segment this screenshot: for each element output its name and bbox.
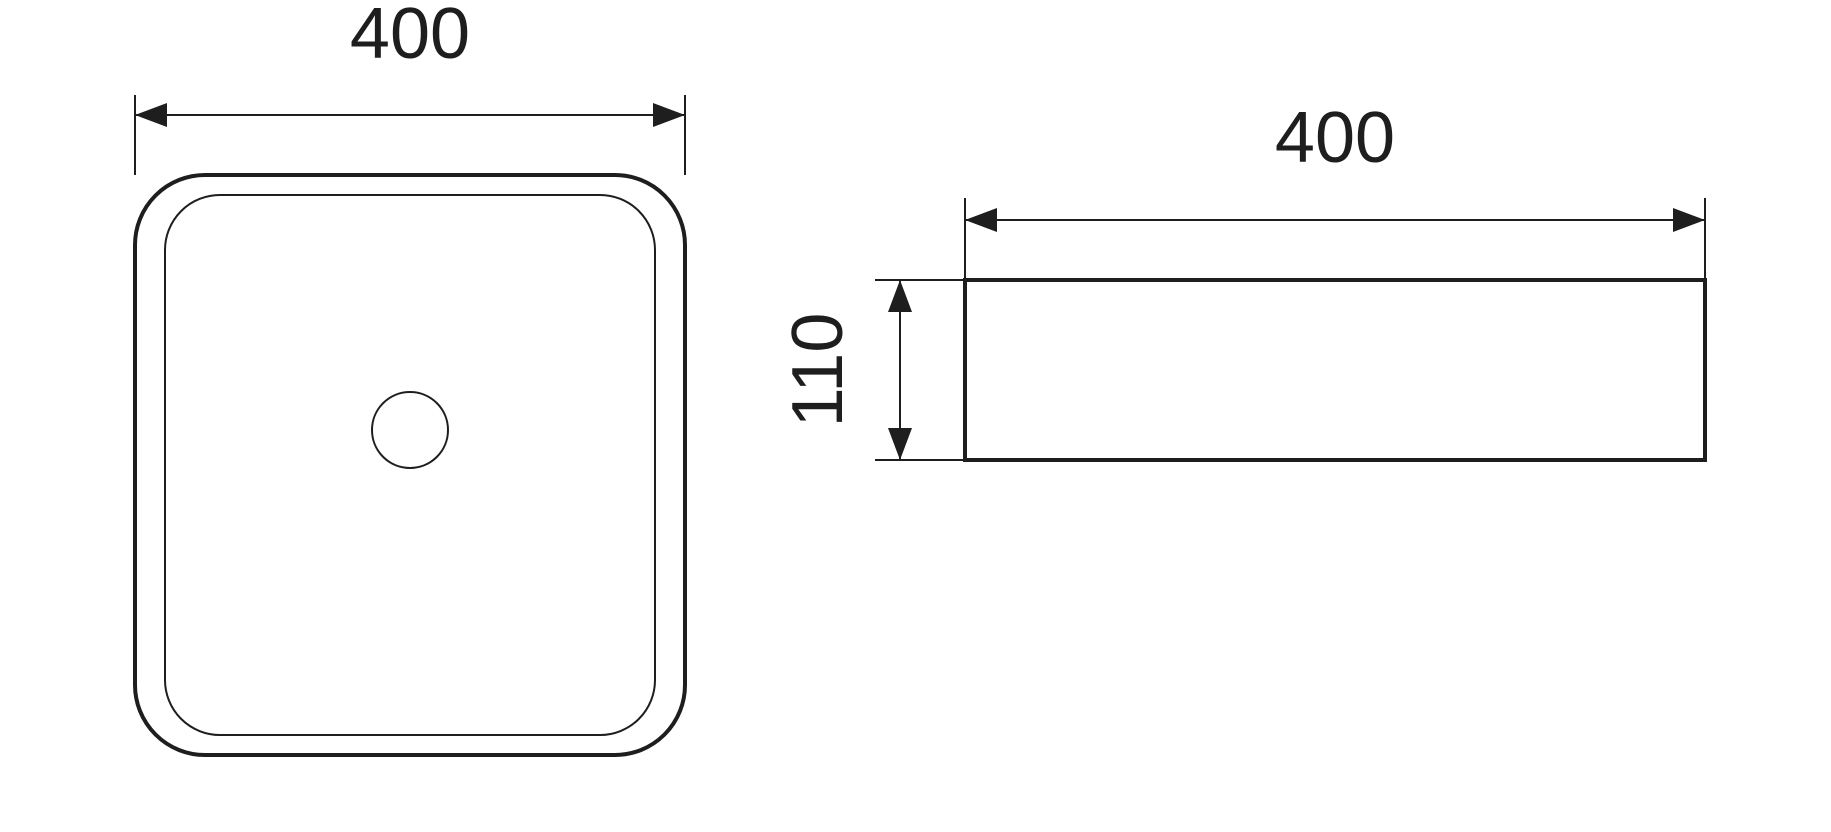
dimension-label: 400 (1275, 98, 1395, 178)
dimension-label: 400 (350, 0, 470, 74)
dimension-label: 110 (778, 313, 858, 428)
side-view-rect (965, 280, 1705, 460)
